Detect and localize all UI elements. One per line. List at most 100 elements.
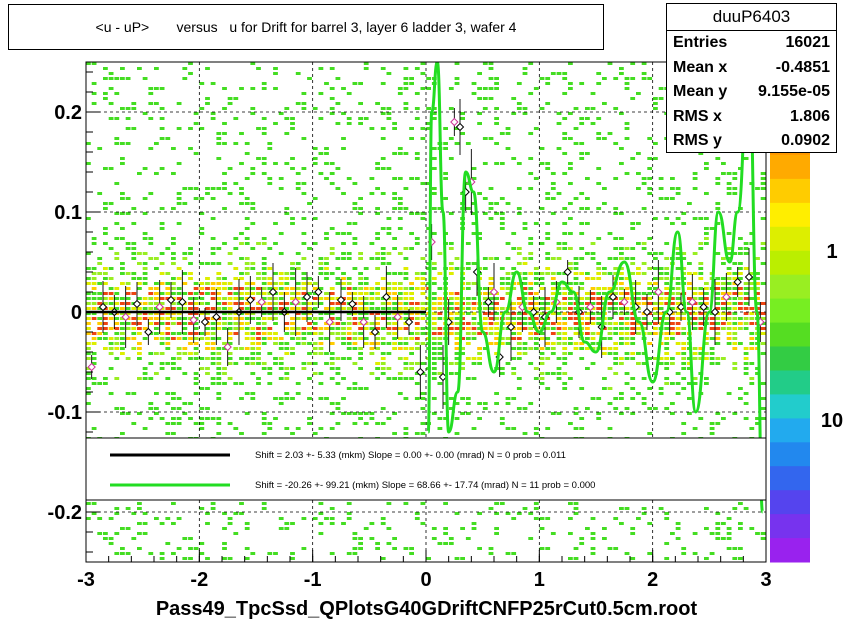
stat-label: RMS y [673, 132, 722, 149]
heatmap-cell [613, 322, 619, 325]
heatmap-cell [454, 292, 460, 295]
heatmap-cell [726, 527, 732, 530]
heatmap-cell [358, 357, 363, 360]
heatmap-cell [482, 307, 488, 310]
heatmap-cell [278, 297, 284, 300]
heatmap-cell [273, 337, 278, 340]
heatmap-cell [176, 127, 182, 130]
heatmap-cell [250, 312, 256, 315]
heatmap-cell [290, 302, 295, 305]
heatmap-cell [431, 352, 437, 355]
heatmap-cell [273, 357, 278, 360]
heatmap-cell [318, 267, 324, 270]
heatmap-cell [256, 377, 261, 380]
heatmap-cell [329, 327, 335, 330]
heatmap-cell [386, 377, 392, 380]
heatmap-cell [437, 337, 443, 340]
heatmap-cell [250, 62, 256, 65]
heatmap-cell [199, 232, 205, 235]
heatmap-cell [437, 327, 443, 330]
heatmap-cell [329, 227, 335, 230]
heatmap-cell [721, 312, 726, 315]
heatmap-cell [619, 332, 624, 335]
heatmap-cell [743, 247, 749, 250]
heatmap-cell [499, 307, 505, 310]
heatmap-cell [108, 337, 114, 340]
heatmap-cell [261, 127, 267, 130]
heatmap-cell [103, 277, 108, 280]
heatmap-cell [216, 307, 222, 310]
heatmap-cell [176, 102, 182, 105]
heatmap-cell [312, 282, 318, 285]
heatmap-cell [732, 187, 738, 190]
heatmap-cell [91, 352, 97, 355]
profile-point [620, 297, 629, 307]
heatmap-cell [154, 332, 159, 335]
heatmap-cell [675, 282, 681, 285]
heatmap-cell [533, 332, 539, 335]
heatmap-cell [636, 362, 641, 365]
heatmap-cell [709, 327, 715, 330]
heatmap-cell [318, 347, 324, 350]
heatmap-cell [636, 307, 641, 310]
heatmap-cell [619, 392, 624, 395]
footer-filename: Pass49_TpcSsd_QPlotsG40GDriftCNFP25rCut0… [155, 598, 698, 620]
heatmap-cell [261, 272, 267, 275]
heatmap-cell [171, 422, 176, 425]
heatmap-cell [233, 292, 239, 295]
heatmap-cell [658, 177, 664, 180]
heatmap-cell [380, 257, 386, 260]
heatmap-cell [369, 192, 375, 195]
heatmap-cell [528, 272, 534, 275]
heatmap-cell [516, 107, 522, 110]
heatmap-cell [375, 232, 380, 235]
heatmap-cell [324, 362, 329, 365]
heatmap-cell [375, 317, 380, 320]
heatmap-cell [539, 162, 545, 165]
heatmap-cell [738, 262, 743, 265]
heatmap-cell [103, 322, 108, 325]
heatmap-cell [562, 337, 568, 340]
heatmap-cell [579, 207, 585, 210]
heatmap-cell [471, 377, 477, 380]
heatmap-cell [176, 287, 182, 290]
heatmap-cell [477, 547, 482, 550]
heatmap-cell [86, 162, 91, 165]
heatmap-cell [556, 337, 562, 340]
heatmap-cell [397, 152, 403, 155]
heatmap-cell [250, 167, 256, 170]
heatmap-cell [573, 142, 579, 145]
heatmap-cell [698, 352, 704, 355]
heatmap-cell [539, 382, 545, 385]
heatmap-cell [698, 307, 704, 310]
heatmap-cell [114, 507, 120, 510]
heatmap-cell [182, 402, 188, 405]
heatmap-cell [386, 342, 392, 345]
heatmap-cell [386, 112, 392, 115]
heatmap-cell [647, 157, 653, 160]
heatmap-cell [120, 337, 125, 340]
heatmap-cell [426, 182, 431, 185]
heatmap-cell [284, 117, 290, 120]
heatmap-cell [715, 327, 721, 330]
heatmap-cell [171, 502, 176, 505]
heatmap-cell [528, 287, 534, 290]
heatmap-cell [114, 322, 120, 325]
heatmap-cell [533, 517, 539, 520]
heatmap-cell [182, 317, 188, 320]
heatmap-cell [585, 337, 590, 340]
heatmap-cell [392, 312, 397, 315]
heatmap-cell [726, 547, 732, 550]
heatmap-cell [494, 122, 499, 125]
heatmap-cell [125, 412, 131, 415]
heatmap-cell [403, 277, 409, 280]
heatmap-cell [409, 377, 414, 380]
heatmap-cell [704, 342, 709, 345]
heatmap-cell [120, 272, 125, 275]
heatmap-cell [363, 282, 369, 285]
heatmap-cell [125, 197, 131, 200]
heatmap-cell [511, 427, 517, 430]
heatmap-cell [86, 252, 91, 255]
heatmap-cell [91, 92, 97, 95]
heatmap-cell [171, 407, 176, 410]
